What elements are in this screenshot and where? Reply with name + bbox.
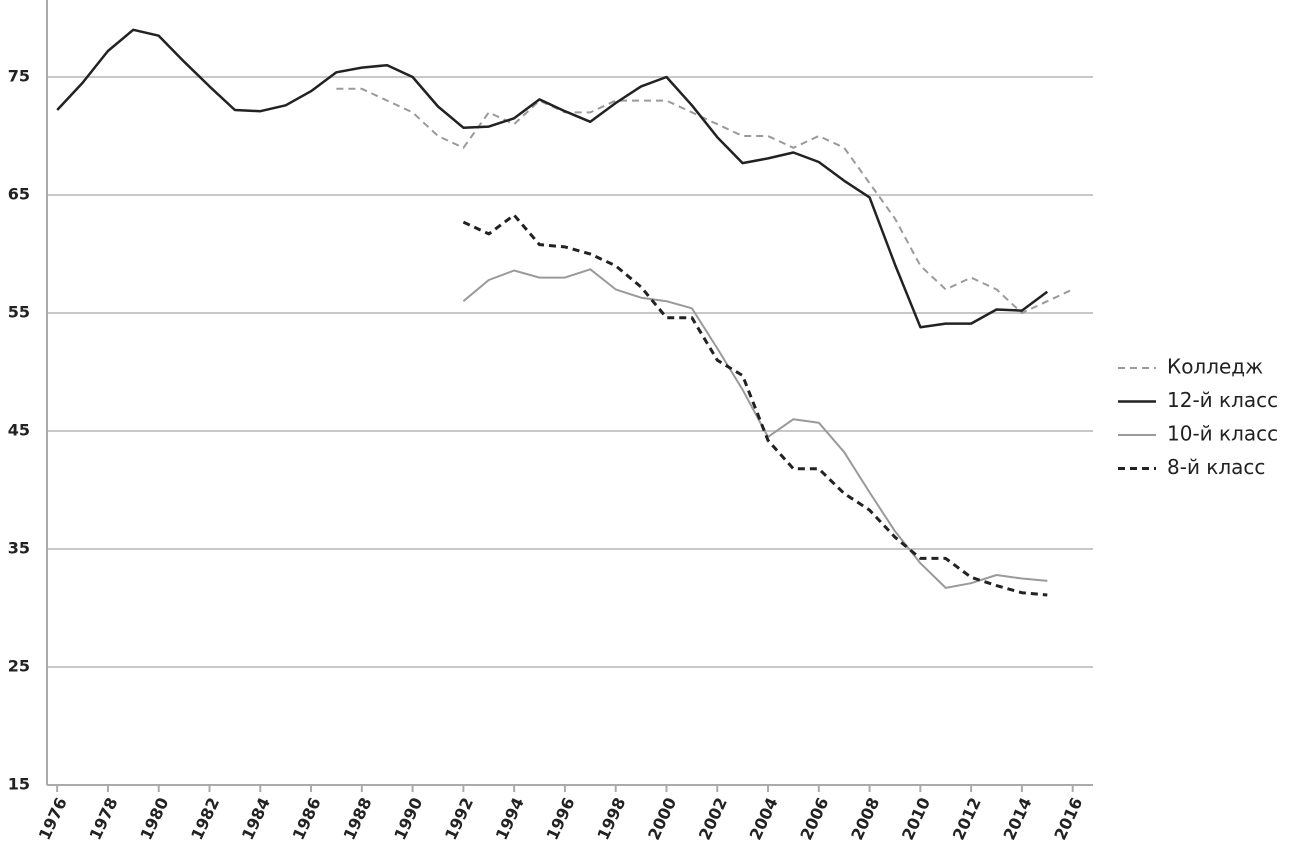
y-tick-label: 55 — [8, 303, 30, 322]
x-tick-label: 2000 — [644, 795, 680, 843]
x-tick-label: 1990 — [390, 795, 426, 843]
x-tick-label: 2012 — [949, 795, 985, 843]
x-tick-label: 1982 — [187, 795, 223, 843]
legend-label: Колледж — [1167, 355, 1263, 379]
legend-label: 12-й класс — [1167, 388, 1278, 412]
y-tick-label: 35 — [8, 539, 30, 558]
x-tick-label: 2008 — [847, 795, 883, 843]
x-tick-label: 1978 — [86, 795, 122, 843]
legend-label: 8-й класс — [1167, 455, 1265, 479]
x-tick-label: 2006 — [796, 795, 832, 843]
line-series — [462, 213, 1048, 597]
y-tick-label: 45 — [8, 421, 30, 440]
line-series — [336, 87, 1074, 314]
x-tick-label: 2010 — [898, 795, 934, 843]
y-tick-label: 25 — [8, 657, 30, 676]
line-series — [462, 268, 1048, 589]
x-tick-label: 1980 — [136, 795, 172, 843]
x-tick-label: 1992 — [441, 795, 477, 843]
x-tick-label: 2002 — [695, 795, 731, 843]
x-tick-label: 2014 — [1000, 795, 1036, 843]
x-tick-label: 1986 — [289, 795, 325, 843]
x-tick-label: 1994 — [492, 795, 528, 843]
y-tick-label: 65 — [8, 185, 30, 204]
y-tick-label: 75 — [8, 67, 30, 86]
x-tick-label: 1996 — [543, 795, 579, 843]
line-series — [56, 28, 1049, 329]
x-tick-label: 2016 — [1050, 795, 1086, 843]
x-tick-label: 2004 — [746, 795, 782, 843]
legend-label: 10-й класс — [1167, 422, 1278, 446]
x-tick-label: 1998 — [593, 795, 629, 843]
y-tick-label: 15 — [8, 775, 30, 794]
x-tick-label: 1984 — [238, 795, 274, 843]
x-tick-label: 1988 — [339, 795, 375, 843]
x-tick-label: 1976 — [35, 795, 71, 843]
